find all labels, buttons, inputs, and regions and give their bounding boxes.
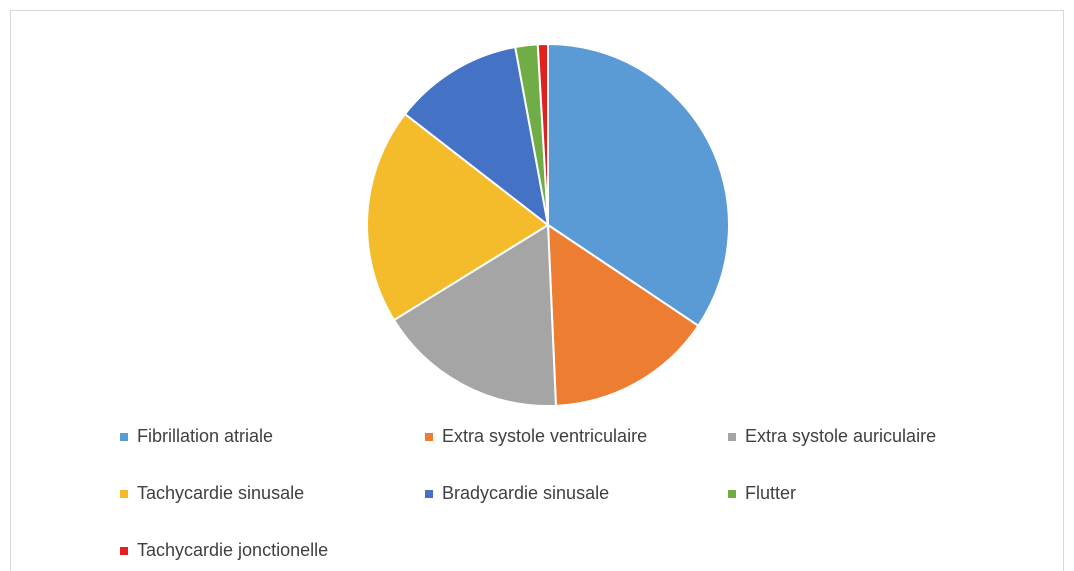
- legend-label: Flutter: [745, 483, 796, 503]
- pie-slice: [546, 223, 700, 407]
- legend-label: Tachycardie jonctionelle: [137, 540, 328, 560]
- legend-swatch: [425, 433, 433, 441]
- legend-swatch: [728, 490, 736, 498]
- legend-label: Bradycardie sinusale: [442, 483, 609, 503]
- pie-slice: [536, 42, 549, 226]
- legend-swatch: [120, 547, 128, 555]
- pie-slice: [403, 45, 550, 228]
- legend-label: Tachycardie sinusale: [137, 483, 304, 503]
- legend-swatch: [728, 433, 736, 441]
- legend-label: Fibrillation atriale: [137, 426, 273, 446]
- pie-slice: [392, 223, 558, 407]
- chart-frame: [10, 10, 1064, 571]
- legend-label: Extra systole ventriculaire: [442, 426, 647, 446]
- pie-slice: [366, 112, 550, 322]
- legend-swatch: [120, 490, 128, 498]
- legend-swatch: [425, 490, 433, 498]
- pie-slice: [547, 42, 730, 328]
- legend-label: Extra systole auriculaire: [745, 426, 936, 446]
- legend-swatch: [120, 433, 128, 441]
